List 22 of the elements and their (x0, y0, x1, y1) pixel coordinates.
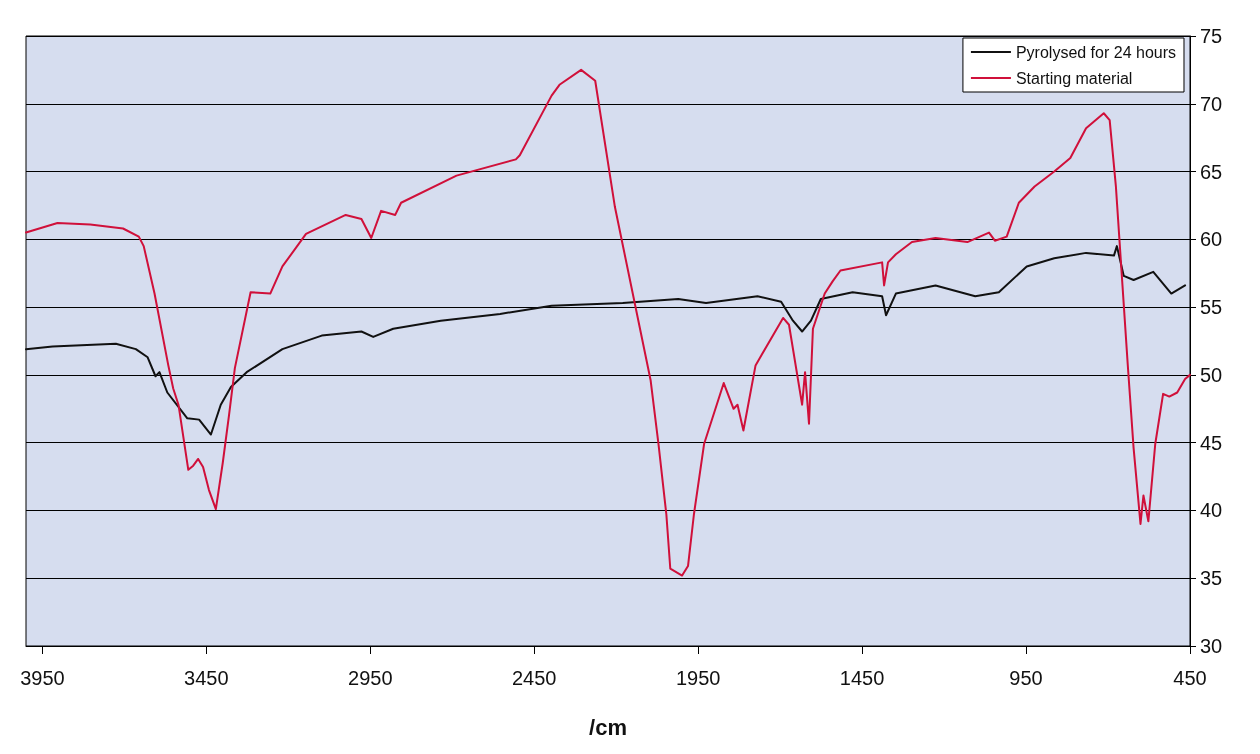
x-tick-label: 1450 (839, 667, 885, 689)
y-tick-label: 55 (1200, 296, 1223, 319)
y-tick-label: 70 (1200, 92, 1223, 115)
legend-label: Starting material (1015, 69, 1133, 87)
y-tick-label: 50 (1200, 363, 1223, 386)
legend-label: Pyrolysed for 24 hours (1015, 43, 1176, 61)
y-tick-label: 60 (1200, 228, 1223, 251)
x-tick-label: 950 (1009, 667, 1043, 689)
y-tick-label: 40 (1200, 499, 1223, 522)
x-axis-title: /cm (589, 714, 627, 740)
x-tick-label: 3950 (20, 667, 65, 689)
x-tick-label: 1950 (675, 667, 721, 689)
y-tick-label: 65 (1200, 160, 1223, 183)
x-tick-label: 450 (1173, 667, 1207, 689)
x-tick-label: 2950 (348, 667, 393, 689)
x-tick-label: 2450 (511, 667, 557, 689)
y-tick-label: 35 (1200, 567, 1223, 590)
x-tick-label: 3450 (184, 667, 229, 689)
y-tick-label: 30 (1200, 635, 1223, 657)
y-tick-label: 75 (1200, 25, 1223, 47)
line-series (25, 245, 1187, 436)
y-tick-label: 45 (1200, 431, 1223, 454)
